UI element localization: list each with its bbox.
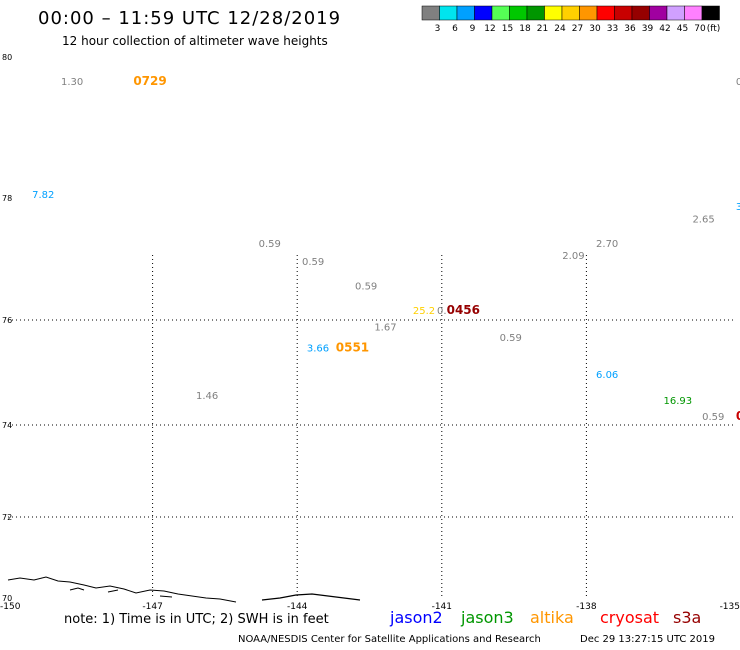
legend-tick-label: 24 xyxy=(554,24,566,34)
wave-height-label: 0.59 xyxy=(302,257,324,268)
legend-tick-label: 3 xyxy=(435,24,441,34)
satellite-jason3-label: jason3 xyxy=(461,608,514,627)
longitude-tick-label: -147 xyxy=(142,602,162,612)
satellite-s3a-label: s3a xyxy=(673,608,702,627)
wave-height-label: 25.2 xyxy=(413,306,435,317)
legend-swatch xyxy=(631,5,650,21)
legend-tick-label: 15 xyxy=(502,24,513,34)
satellite-cryosat-label: cryosat xyxy=(600,608,660,627)
wave-height-label: 0.59 xyxy=(702,412,724,423)
legend-swatch xyxy=(701,5,720,21)
longitude-tick-label: -144 xyxy=(287,602,308,612)
wave-height-label: 0.59 xyxy=(500,333,522,344)
footer-note: note: 1) Time is in UTC; 2) SWH is in fe… xyxy=(64,612,329,627)
pass-time-label: 0456 xyxy=(447,303,480,317)
legend-tick-label: 12 xyxy=(484,24,495,34)
wave-height-label: 1.30 xyxy=(61,77,83,88)
longitude-tick-label: -150 xyxy=(0,602,21,612)
legend-tick-label: 30 xyxy=(589,24,601,34)
legend-swatch xyxy=(421,5,440,21)
wave-height-label: 2.65 xyxy=(692,214,714,225)
generated-timestamp: Dec 29 13:27:15 UTC 2019 xyxy=(580,634,715,645)
latitude-tick-label: 74 xyxy=(2,421,12,430)
pass-time-label: 0551 xyxy=(336,341,369,355)
satellite-jason2-label: jason2 xyxy=(390,608,443,627)
legend-tick-label: 9 xyxy=(470,24,476,34)
pass-time-label: 0729 xyxy=(133,74,166,88)
wave-height-label: 2.70 xyxy=(596,239,618,250)
coastline xyxy=(7,576,237,603)
pass-time-label: 0 xyxy=(736,409,740,423)
legend-swatch xyxy=(491,5,510,21)
legend-swatch xyxy=(614,5,633,21)
wave-height-label: 2.09 xyxy=(562,251,584,262)
legend-swatch xyxy=(456,5,475,21)
wave-height-label: 0.59 xyxy=(259,239,281,250)
legend-tick-label: 42 xyxy=(659,24,670,34)
wave-height-label: 0. xyxy=(437,306,447,317)
wave-height-label: 7.82 xyxy=(32,190,54,201)
credit-text: NOAA/NESDIS Center for Satellite Applica… xyxy=(238,634,541,645)
legend-swatch xyxy=(649,5,668,21)
coastline xyxy=(261,593,361,601)
legend-swatch xyxy=(526,5,545,21)
wave-height-label: 16.93 xyxy=(664,396,693,407)
satellite-altika-label: altika xyxy=(530,608,574,627)
longitude-tick-label: -135 xyxy=(720,602,740,612)
wave-height-label: 1.46 xyxy=(196,391,218,402)
latitude-tick-label: 78 xyxy=(2,194,12,203)
wave-height-label: 6.06 xyxy=(596,370,618,381)
legend-unit-label: (ft) xyxy=(707,24,721,34)
legend-swatch xyxy=(509,5,528,21)
legend-tick-label: 33 xyxy=(607,24,618,34)
legend-tick-label: 36 xyxy=(624,24,636,34)
legend-swatch xyxy=(596,5,615,21)
legend-tick-label: 21 xyxy=(537,24,548,34)
legend-swatch xyxy=(666,5,685,21)
latitude-tick-label: 70 xyxy=(2,594,12,603)
legend-swatch xyxy=(544,5,563,21)
wave-height-label: 1.67 xyxy=(374,323,396,334)
wave-height-label: 0.59 xyxy=(355,282,377,293)
longitude-tick-label: -141 xyxy=(432,602,452,612)
longitude-tick-label: -138 xyxy=(576,602,597,612)
wave-height-label: 3. xyxy=(736,202,740,213)
latitude-tick-label: 76 xyxy=(2,316,12,325)
legend-swatch xyxy=(474,5,493,21)
page-subtitle: 12 hour collection of altimeter wave hei… xyxy=(62,34,328,48)
legend-tick-label: 70 xyxy=(694,24,706,34)
legend-swatch xyxy=(439,5,458,21)
latitude-tick-label: 72 xyxy=(2,513,12,522)
wave-height-label: 3.66 xyxy=(307,344,329,355)
legend-tick-label: 27 xyxy=(572,24,583,34)
page-title: 00:00 – 11:59 UTC 12/28/2019 xyxy=(38,8,342,29)
latitude-tick-label: 80 xyxy=(2,53,12,62)
legend-tick-label: 45 xyxy=(677,24,688,34)
legend-tick-label: 18 xyxy=(519,24,531,34)
legend-swatch xyxy=(561,5,580,21)
legend-swatch xyxy=(579,5,598,21)
wave-height-label: 0.59 xyxy=(736,77,740,88)
legend-tick-label: 6 xyxy=(452,24,458,34)
legend-swatch xyxy=(684,5,703,21)
legend-tick-label: 39 xyxy=(642,24,654,34)
